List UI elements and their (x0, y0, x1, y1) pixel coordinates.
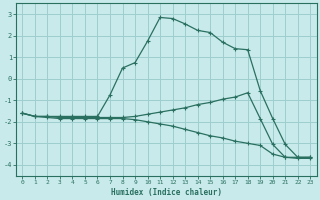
X-axis label: Humidex (Indice chaleur): Humidex (Indice chaleur) (111, 188, 222, 197)
